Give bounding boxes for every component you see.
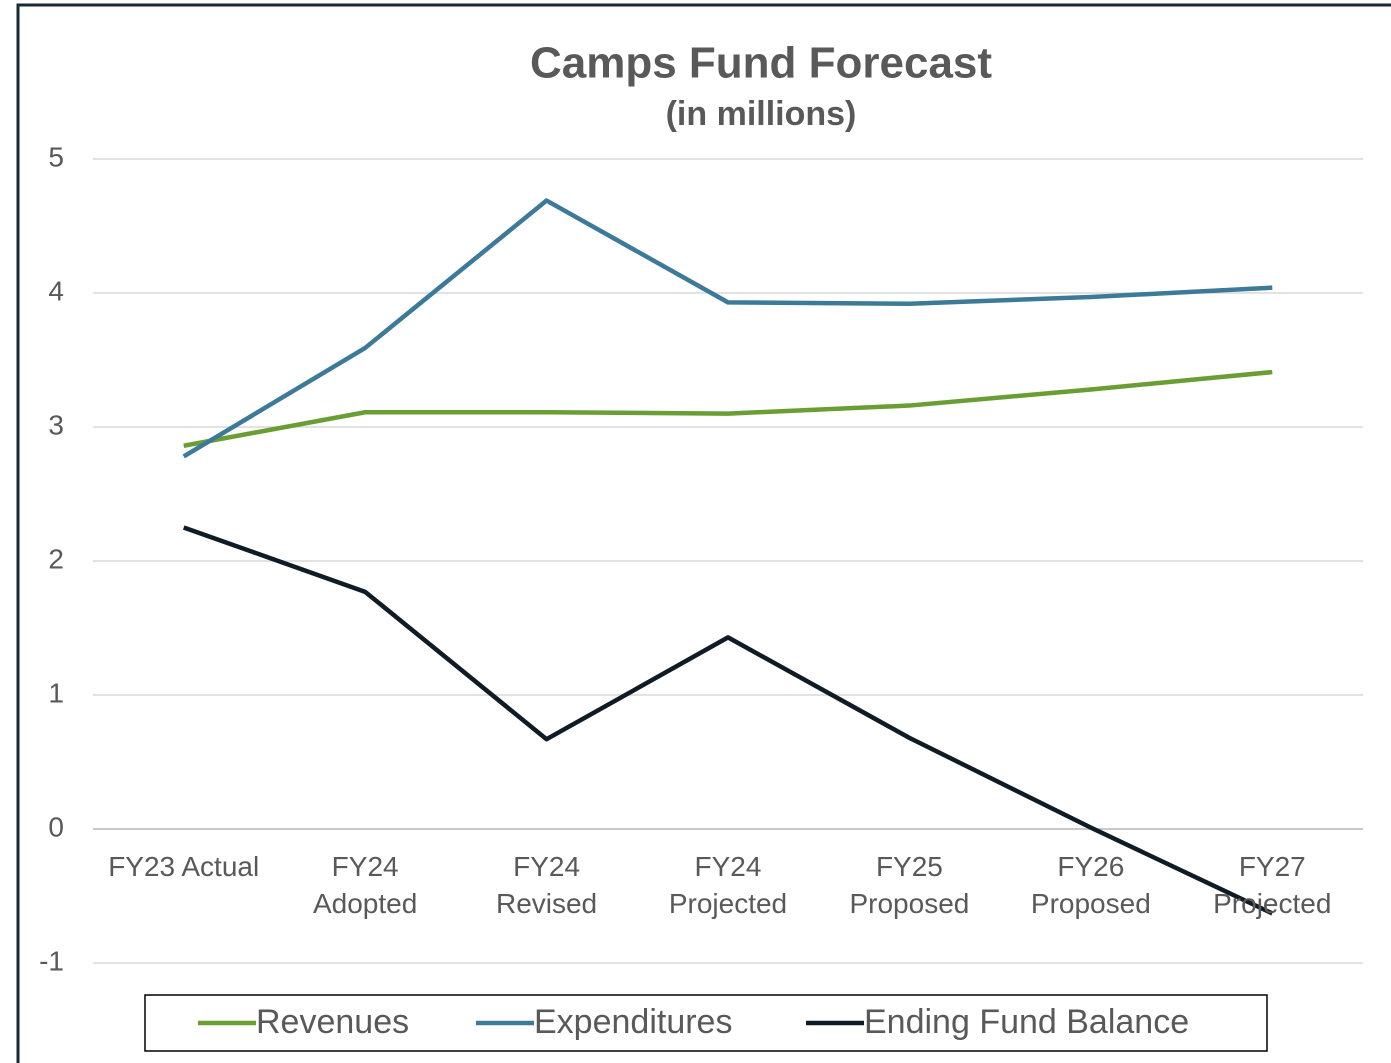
x-tick-label: FY24 Projected — [668, 851, 788, 919]
x-tick-label: FY27 Projected — [1213, 851, 1332, 919]
y-tick-label: 5 — [48, 141, 64, 172]
line-series — [182, 525, 1274, 916]
y-tick-label: 2 — [48, 543, 64, 574]
chart-subtitle: (in millions) — [666, 95, 857, 133]
x-tick-label: FY26 Proposed — [1030, 851, 1151, 919]
x-tick-label: FY24 Revised — [495, 851, 598, 919]
line-series — [182, 198, 1273, 459]
y-tick-label: -1 — [39, 945, 64, 976]
y-tick-label: 1 — [48, 677, 64, 708]
legend-label: Revenues — [256, 1003, 409, 1041]
legend-label: Expenditures — [534, 1003, 732, 1041]
legend-label: Ending Fund Balance — [864, 1003, 1189, 1041]
line-series — [183, 369, 1273, 448]
legend-box — [144, 994, 1268, 1052]
x-tick-label: FY25 Proposed — [849, 851, 970, 919]
y-tick-label: 3 — [48, 409, 64, 440]
frame — [16, 3, 1391, 1063]
y-tick-label: 4 — [48, 275, 64, 306]
x-tick-label: FY24 Adopted — [312, 851, 418, 919]
x-tick-label: FY23 Actual — [108, 851, 260, 882]
y-tick-label: 0 — [48, 811, 64, 842]
chart-title: Camps Fund Forecast — [530, 39, 992, 88]
